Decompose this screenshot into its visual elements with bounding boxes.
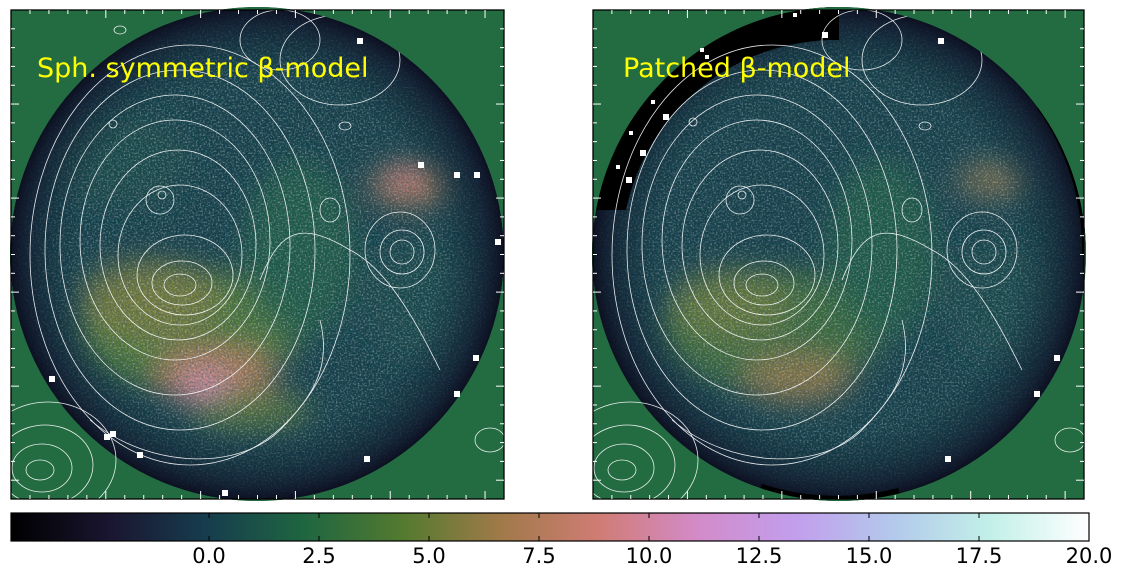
point-source — [629, 131, 633, 135]
left-panel-title: Sph. symmetric β-model — [37, 53, 368, 84]
left-panel: Sph. symmetric β-model — [0, 7, 506, 519]
point-source — [793, 13, 797, 17]
point-source — [357, 38, 363, 44]
point-source — [49, 376, 55, 382]
colorbar-tick-label: 12.5 — [736, 544, 783, 568]
colorbar-ticks: 0.0 2.5 5.0 7.5 10.0 12.5 15.0 17.5 20.0 — [192, 513, 1112, 568]
right-outer-region — [592, 7, 1087, 501]
colorbar-frame — [10, 512, 1090, 542]
point-source — [364, 456, 370, 462]
point-source — [1034, 391, 1040, 397]
point-source — [454, 391, 460, 397]
point-source — [705, 55, 709, 59]
point-source — [222, 490, 228, 496]
point-source — [418, 162, 424, 168]
colorbar-tick-label: 0.0 — [192, 544, 225, 568]
colorbar: 0.0 2.5 5.0 7.5 10.0 12.5 15.0 17.5 20.0 — [10, 512, 1112, 568]
left-corner-contours — [0, 25, 506, 519]
point-source — [651, 100, 655, 104]
colorbar-tick-label: 10.0 — [626, 544, 673, 568]
colorbar-tick-label: 2.5 — [302, 544, 335, 568]
point-source — [822, 32, 828, 38]
colorbar-tick-label: 5.0 — [412, 544, 445, 568]
left-point-sources — [49, 38, 501, 496]
point-source — [938, 38, 944, 44]
point-source — [663, 114, 669, 120]
left-outer-region — [10, 7, 505, 501]
right-emission-disk — [592, 7, 1086, 501]
colorbar-tick-label: 20.0 — [1066, 544, 1113, 568]
point-source — [474, 172, 480, 178]
colorbar-tick-label: 17.5 — [956, 544, 1003, 568]
right-ticks — [593, 10, 1084, 499]
point-source — [104, 434, 110, 440]
point-source — [137, 452, 143, 458]
right-panel-title: Patched β-model — [623, 53, 851, 84]
point-source — [616, 165, 620, 169]
point-source — [454, 172, 460, 178]
right-contours — [611, 9, 1023, 466]
point-source — [700, 48, 704, 52]
point-source — [473, 355, 479, 361]
point-source — [626, 177, 632, 183]
left-ticks — [11, 10, 504, 499]
left-emission-disk — [10, 7, 504, 501]
point-source — [1054, 355, 1060, 361]
colorbar-tick-label: 15.0 — [846, 544, 893, 568]
point-source — [640, 150, 646, 156]
point-source — [110, 431, 116, 437]
point-source — [495, 239, 501, 245]
colorbar-strip — [11, 513, 1089, 541]
left-contours — [29, 9, 441, 466]
right-point-sources — [616, 13, 1060, 462]
right-panel: Patched β-model — [561, 7, 1087, 519]
colorbar-tick-label: 7.5 — [522, 544, 555, 568]
point-source — [945, 456, 951, 462]
